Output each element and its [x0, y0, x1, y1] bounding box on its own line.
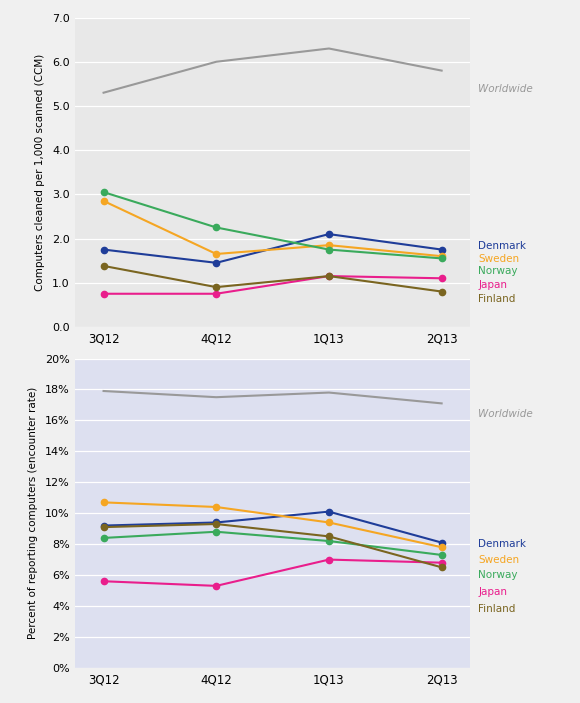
Text: Finland: Finland: [478, 604, 516, 614]
Y-axis label: Percent of reporting computers (encounter rate): Percent of reporting computers (encounte…: [28, 387, 38, 639]
Text: Japan: Japan: [478, 280, 507, 290]
Text: Worldwide: Worldwide: [478, 84, 533, 93]
Y-axis label: Computers cleaned per 1,000 scanned (CCM): Computers cleaned per 1,000 scanned (CCM…: [35, 53, 45, 291]
Text: Norway: Norway: [478, 570, 517, 580]
Text: Denmark: Denmark: [478, 241, 526, 252]
Text: Worldwide: Worldwide: [478, 409, 533, 419]
Text: Sweden: Sweden: [478, 254, 519, 264]
Text: Sweden: Sweden: [478, 555, 519, 565]
Text: Norway: Norway: [478, 266, 517, 276]
Text: Denmark: Denmark: [478, 539, 526, 549]
Text: Japan: Japan: [478, 587, 507, 597]
Text: Finland: Finland: [478, 294, 516, 304]
